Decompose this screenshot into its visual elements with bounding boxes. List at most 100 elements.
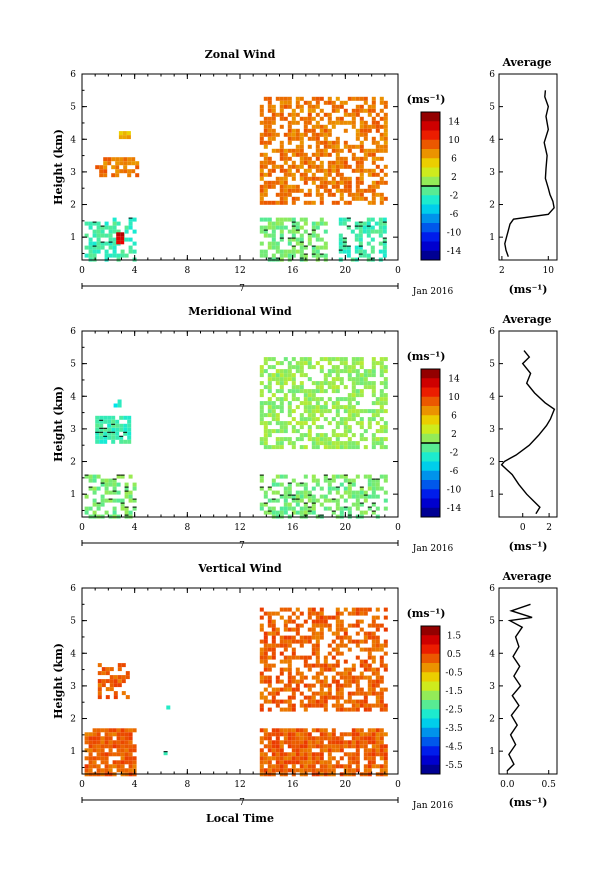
heat-cell — [339, 100, 344, 105]
heat-cell — [335, 671, 340, 676]
heat-cell — [104, 728, 109, 733]
heat-cell — [120, 756, 125, 761]
heat-cell — [123, 165, 128, 170]
heat-cell — [283, 667, 288, 672]
heat-cell — [119, 427, 124, 432]
heat-cell — [331, 417, 336, 422]
heat-cell — [291, 377, 296, 382]
heat-cell — [287, 361, 292, 366]
heat-cell — [100, 760, 105, 765]
heat-cell — [327, 160, 332, 165]
heat-cell — [335, 164, 340, 169]
heat-cell — [355, 474, 360, 479]
heat-cell — [263, 184, 268, 189]
heat-cell — [331, 748, 336, 753]
heat-cell — [311, 691, 316, 696]
heat-cell — [104, 752, 109, 757]
heat-cell — [371, 136, 376, 141]
heat-cell — [351, 502, 356, 507]
contour-mark — [343, 506, 348, 508]
heat-cell — [323, 707, 328, 712]
heat-cell — [327, 96, 332, 101]
contour-mark — [311, 245, 316, 247]
heat-cell — [327, 100, 332, 105]
heat-cell — [96, 249, 101, 254]
heat-cell — [275, 760, 280, 765]
heat-cell — [303, 619, 308, 624]
heat-cell — [371, 631, 376, 636]
heat-cell — [319, 184, 324, 189]
heat-cell — [327, 164, 332, 169]
heat-cell — [327, 437, 332, 442]
colorbar-step — [421, 489, 440, 499]
colorbar-tick-label: -1.5 — [445, 687, 463, 697]
heat-cell — [111, 435, 116, 440]
heat-cell — [367, 623, 372, 628]
heat-cell — [382, 249, 387, 254]
heat-cell — [291, 732, 296, 737]
heat-cell — [259, 373, 264, 378]
heat-cell — [355, 506, 360, 511]
heat-cell — [367, 703, 372, 708]
heat-cell — [307, 756, 312, 761]
heat-cell — [355, 490, 360, 495]
heat-cell — [371, 764, 376, 769]
heat-cell — [375, 671, 380, 676]
heat-cell — [283, 764, 288, 769]
heat-cell — [303, 756, 308, 761]
heat-cell — [311, 413, 316, 418]
heat-cell — [319, 128, 324, 133]
heat-cell — [112, 478, 117, 483]
heat-cell — [323, 132, 328, 137]
heat-cell — [315, 96, 320, 101]
heat-cell — [295, 361, 300, 366]
heat-cell — [371, 643, 376, 648]
heat-cell — [121, 675, 126, 680]
heat-cell — [339, 104, 344, 109]
heat-cell — [128, 736, 133, 741]
heat-cell — [351, 441, 356, 446]
heat-cell — [363, 96, 368, 101]
heat-cell — [375, 691, 380, 696]
heat-cell — [283, 740, 288, 745]
heat-cell — [279, 164, 284, 169]
heat-cell — [100, 245, 105, 250]
heat-cell — [279, 385, 284, 390]
heat-cell — [359, 180, 364, 185]
heat-cell — [128, 237, 133, 242]
heat-cell — [103, 427, 108, 432]
heat-cell — [307, 695, 312, 700]
heat-cell — [371, 482, 376, 487]
heat-cell — [109, 679, 114, 684]
colorbar-tick-label: -0.5 — [445, 668, 463, 678]
heat-cell — [319, 124, 324, 129]
heat-cell — [331, 639, 336, 644]
heat-cell — [379, 659, 384, 664]
heat-cell — [371, 116, 376, 121]
heat-cell — [119, 415, 124, 420]
heat-cell — [279, 152, 284, 157]
heat-cell — [358, 249, 363, 254]
heat-cell — [347, 437, 352, 442]
heat-cell — [84, 764, 89, 769]
heat-cell — [351, 413, 356, 418]
heat-cell — [315, 639, 320, 644]
heat-cell — [307, 611, 312, 616]
heat-cell — [283, 486, 288, 491]
heat-cell — [124, 253, 129, 258]
heat-cell — [339, 683, 344, 688]
heat-cell — [291, 188, 296, 193]
heat-cell — [371, 401, 376, 406]
avg-y-tick-label: 1 — [489, 490, 495, 500]
heat-cell — [367, 683, 372, 688]
heat-cell — [347, 148, 352, 153]
colorbar-tick-label: 0.5 — [447, 650, 462, 660]
heat-cell — [99, 435, 104, 440]
heat-cell — [267, 429, 272, 434]
heat-cell — [275, 192, 280, 197]
heat-cell — [315, 663, 320, 668]
heat-cell — [127, 415, 132, 420]
heat-cell — [355, 732, 360, 737]
heat-cell — [315, 409, 320, 414]
